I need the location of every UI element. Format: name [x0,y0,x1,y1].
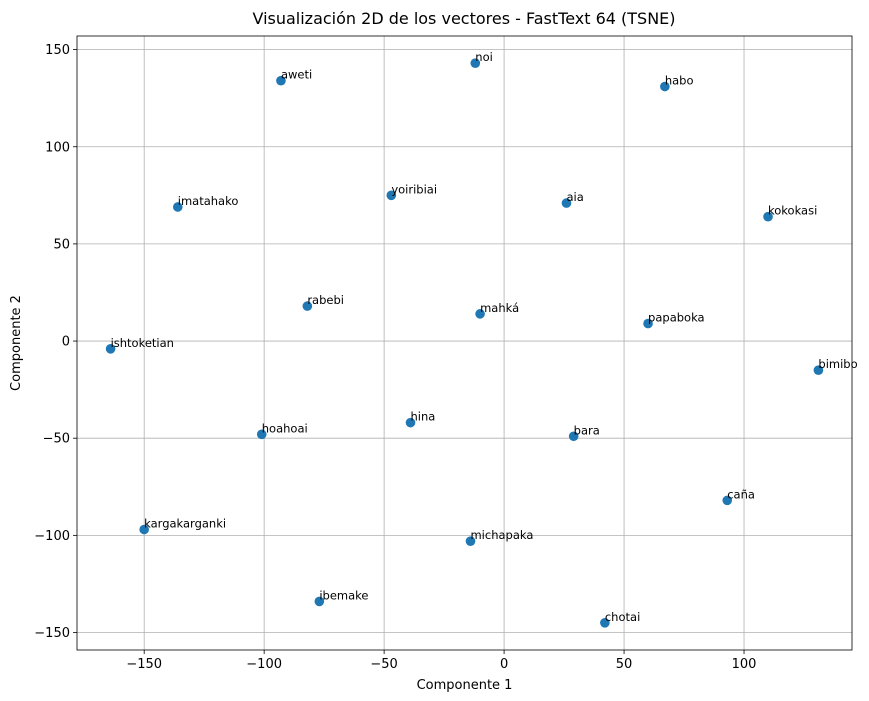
data-point [405,417,416,428]
point-label: chotai [605,610,640,624]
x-axis-label: Componente 1 [417,678,513,693]
grid [77,36,852,650]
y-tick-label: −100 [34,529,70,544]
data-point [302,301,313,311]
ticks: −150 −100 −50 0 50 100 −150 −100 −50 0 50 100 150 [34,43,756,672]
point-label: michapaka [470,528,533,542]
data-point [276,75,286,86]
point-label: caña [727,487,755,501]
y-tick-label: −50 [43,432,70,447]
data-point [470,58,481,69]
point-label: kokokasi [768,204,817,218]
data-point [763,211,773,222]
data-point [475,309,485,319]
point-label: aweti [281,68,312,82]
x-tick-label: 100 [732,657,757,672]
data-point [314,596,325,607]
plot-frame [76,35,853,651]
point-label: yoiribiai [391,182,437,196]
point-label: kargakarganki [144,517,226,531]
data-point [660,81,670,92]
y-tick-label: −150 [34,626,70,641]
point-label: bara [574,423,600,437]
data-point [561,198,572,208]
point-label: bimibo [818,357,857,371]
data-points: noi aweti habo yoiribiai aia imatahako kokokas… [105,50,858,628]
point-label: papaboka [648,311,705,325]
data-point [813,365,824,376]
x-tick-label: −50 [370,657,397,672]
data-point [386,190,397,201]
data-point [643,318,653,329]
y-tick-label: 150 [45,43,70,58]
y-tick-label: 100 [45,140,70,155]
point-label: habo [665,74,694,88]
y-tick-label: 50 [53,237,70,252]
data-point [105,344,116,354]
point-label: mahká [480,301,519,315]
data-point [722,495,733,506]
x-tick-label: 0 [500,657,508,672]
point-label: noi [475,50,493,64]
y-tick-label: 0 [62,335,70,350]
point-label: ishtoketian [111,336,174,350]
point-label: hina [411,410,436,424]
point-label: hoahoai [262,421,308,435]
y-axis-label: Componente 2 [9,295,24,391]
data-point [465,536,476,546]
point-label: aia [566,190,583,204]
data-point [172,202,183,212]
point-label: imatahako [178,194,239,208]
data-point [600,617,610,628]
data-point [139,524,149,535]
x-tick-label: 50 [616,657,633,672]
data-point [256,429,267,440]
data-point [568,431,579,442]
point-label: rabebi [307,293,344,307]
point-label: ibemake [319,588,368,602]
x-tick-label: −150 [126,657,162,672]
x-tick-label: −100 [246,657,282,672]
chart-title: Visualización 2D de los vectores - FastT… [252,9,675,28]
